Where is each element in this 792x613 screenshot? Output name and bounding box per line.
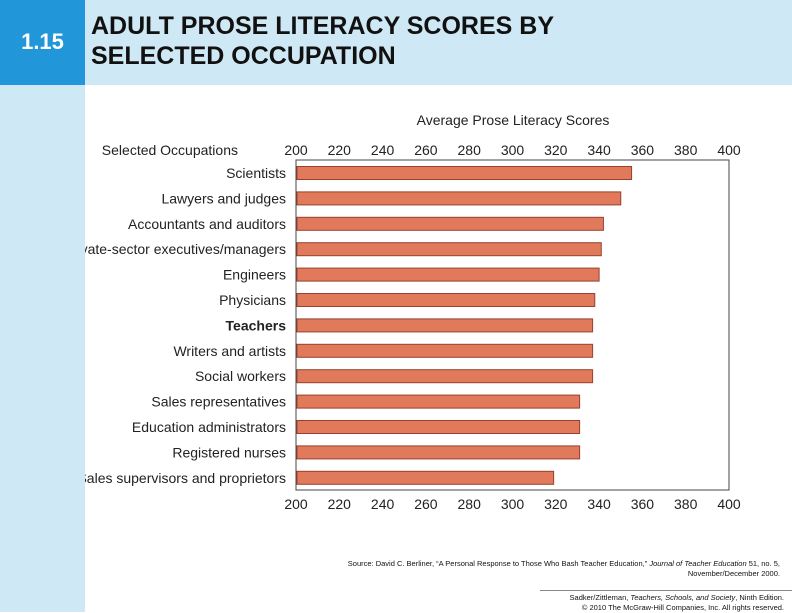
category-label: Education administrators <box>132 419 286 435</box>
bar <box>296 191 622 206</box>
bar <box>296 470 555 485</box>
category-label: Physicians <box>219 292 286 308</box>
category-label: Private-sector executives/managers <box>85 241 286 257</box>
category-label: Scientists <box>226 165 286 181</box>
category-label: Sales representatives <box>151 394 286 410</box>
bottom-tick-label: 240 <box>371 496 395 512</box>
source-citation: Source: David C. Berliner, “A Personal R… <box>300 559 780 579</box>
category-label: Accountants and auditors <box>128 216 286 232</box>
bottom-tick-label: 320 <box>544 496 568 512</box>
credit-book: Teachers, Schools, and Society <box>630 593 736 602</box>
slide-header <box>0 0 792 85</box>
top-tick-label: 200 <box>284 142 308 158</box>
category-label: Lawyers and judges <box>161 190 286 206</box>
top-tick-label: 300 <box>501 142 525 158</box>
bottom-tick-label: 260 <box>414 496 438 512</box>
slide-number: 1.15 <box>21 29 64 54</box>
bottom-tick-labels: 200 220 240 260 280 300 320 340 360 380 400 <box>284 496 741 512</box>
bar <box>296 343 594 358</box>
slide-title-line1: ADULT PROSE LITERACY SCORES BY <box>91 12 555 40</box>
bottom-tick-label: 360 <box>631 496 655 512</box>
top-tick-label: 220 <box>328 142 352 158</box>
top-tick-label: 280 <box>458 142 482 158</box>
bar <box>296 242 602 257</box>
chart-title: Average Prose Literacy Scores <box>417 112 610 128</box>
top-tick-label: 340 <box>587 142 611 158</box>
category-label: Teachers <box>226 317 287 333</box>
book-credit: Sadker/Zittleman, Teachers, Schools, and… <box>480 593 784 613</box>
credit-authors: Sadker/Zittleman, <box>569 593 629 602</box>
category-label: Social workers <box>195 368 286 384</box>
content-area: Average Prose Literacy Scores Selected O… <box>85 85 792 612</box>
bottom-tick-label: 200 <box>284 496 308 512</box>
top-tick-label: 360 <box>631 142 655 158</box>
category-label: Sales supervisors and proprietors <box>85 470 286 486</box>
top-tick-labels: 200 220 240 260 280 300 320 340 360 380 400 <box>284 142 741 158</box>
credit-divider <box>540 590 792 591</box>
credit-edition: , Ninth Edition. <box>735 593 784 602</box>
bottom-tick-label: 380 <box>674 496 698 512</box>
bottom-tick-label: 400 <box>717 496 741 512</box>
source-suffix: 51, no. 5, <box>748 559 780 568</box>
bottom-tick-label: 300 <box>501 496 525 512</box>
slide-title: ADULT PROSE LITERACY SCORES BY SELECTED … <box>91 11 554 71</box>
bar <box>296 420 581 434</box>
top-tick-label: 320 <box>544 142 568 158</box>
bar <box>296 318 594 333</box>
side-strip <box>0 85 85 612</box>
bar <box>296 216 604 231</box>
bar <box>296 445 581 460</box>
slide-title-line2: SELECTED OCCUPATION <box>91 42 396 70</box>
credit-copyright: © 2010 The McGraw-Hill Companies, Inc. A… <box>581 603 784 612</box>
slide-number-box: 1.15 <box>0 0 85 85</box>
category-label: Engineers <box>223 267 286 283</box>
source-journal: Journal of Teacher Education <box>649 559 747 568</box>
source-date: November/December 2000. <box>687 569 780 578</box>
top-tick-label: 240 <box>371 142 395 158</box>
bar <box>296 267 600 282</box>
plot-frame <box>295 159 730 491</box>
category-label: Registered nurses <box>172 444 286 460</box>
source-prefix: Source: David C. Berliner, “A Personal R… <box>347 559 648 568</box>
top-tick-label: 380 <box>674 142 698 158</box>
bars <box>296 166 633 485</box>
bar <box>296 166 633 180</box>
bar <box>296 293 596 307</box>
category-header: Selected Occupations <box>102 142 238 158</box>
bottom-tick-label: 220 <box>328 496 352 512</box>
bar-chart: Average Prose Literacy Scores Selected O… <box>85 112 741 512</box>
top-tick-label: 400 <box>717 142 741 158</box>
top-tick-label: 260 <box>414 142 438 158</box>
category-label: Writers and artists <box>173 343 286 359</box>
bar <box>296 369 594 384</box>
bottom-tick-label: 280 <box>458 496 482 512</box>
bottom-tick-label: 340 <box>587 496 611 512</box>
bar <box>296 394 581 409</box>
category-labels: Scientists Lawyers and judges Accountants … <box>85 165 286 486</box>
